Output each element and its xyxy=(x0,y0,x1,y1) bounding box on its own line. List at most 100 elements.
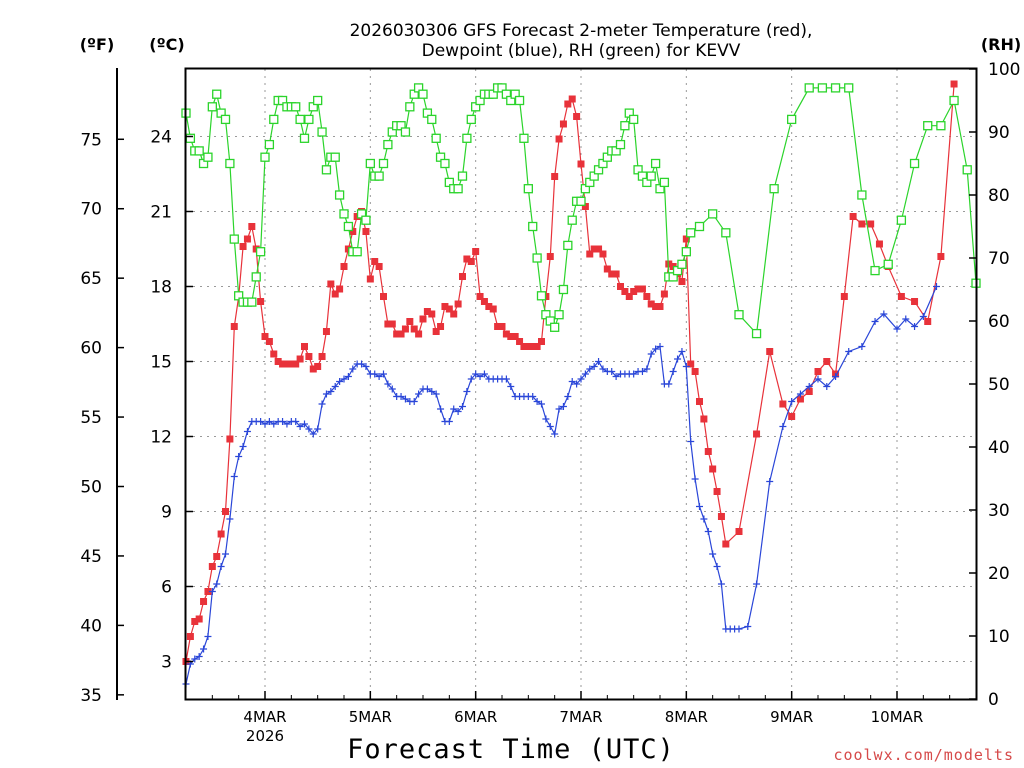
rh-point xyxy=(923,121,933,131)
temperature-point xyxy=(735,528,743,535)
rh-point xyxy=(681,247,691,257)
rh-point xyxy=(694,221,705,232)
temperature-point xyxy=(340,263,348,270)
dewpoint-point xyxy=(502,375,510,383)
x-tick-label: 8MAR xyxy=(665,708,708,726)
rh-point xyxy=(659,177,670,188)
dewpoint-point xyxy=(423,385,431,393)
rh-point xyxy=(400,127,411,137)
temperature-point xyxy=(656,303,664,310)
x-tick-label: 10MAR xyxy=(871,708,924,726)
rh-point xyxy=(203,152,213,162)
rh-tick-label: 40 xyxy=(988,438,1010,458)
temperature-point xyxy=(485,303,493,310)
dewpoint-point xyxy=(309,430,317,438)
temperature-point xyxy=(779,400,787,408)
temperature-point xyxy=(652,303,660,310)
temperature-point xyxy=(388,320,396,328)
rh-point xyxy=(361,215,371,225)
dewpoint-point xyxy=(555,405,563,413)
x-tick-label: 5MAR xyxy=(349,708,392,726)
temperature-point xyxy=(840,293,848,300)
dewpoint-point xyxy=(459,403,466,410)
dewpoint-point xyxy=(292,418,300,425)
dewpoint-point xyxy=(564,393,572,400)
temperature-point xyxy=(625,293,633,300)
x-tick-label: 7MAR xyxy=(559,708,602,726)
rh-tick-label: 30 xyxy=(988,501,1010,521)
dewpoint-point xyxy=(235,453,243,460)
rh-point xyxy=(615,139,626,150)
dewpoint-point xyxy=(349,365,357,373)
x-tick-label: 9MAR xyxy=(770,708,813,726)
rh-point xyxy=(576,196,586,206)
dewpoint-point xyxy=(336,378,344,385)
temperature-point xyxy=(753,430,761,438)
temperature-point xyxy=(305,353,313,360)
dewpoint-point xyxy=(340,375,348,383)
temperature-point xyxy=(296,355,304,363)
temperature-point xyxy=(314,363,322,370)
dewpoint-point xyxy=(410,398,418,405)
temperature-point xyxy=(634,285,642,293)
dewpoint-point xyxy=(261,420,269,428)
dewpoint-point xyxy=(270,420,278,428)
rh-point xyxy=(523,184,533,194)
temperature-point xyxy=(678,278,686,285)
temperature-point xyxy=(336,285,344,293)
temperature-point xyxy=(581,203,589,210)
rh-point xyxy=(909,158,920,169)
dewpoint-point xyxy=(204,633,212,640)
rh-point xyxy=(440,158,450,169)
celsius-tick-label: 21 xyxy=(150,203,172,223)
fahrenheit-tick-label: 65 xyxy=(80,269,102,289)
dewpoint-point xyxy=(608,368,616,375)
rh-point xyxy=(269,114,279,125)
temperature-point xyxy=(660,290,668,298)
dewpoint-point xyxy=(568,378,576,385)
temperature-point xyxy=(410,325,418,333)
fahrenheit-tick-label: 40 xyxy=(80,616,102,636)
dewpoint-point xyxy=(911,323,919,330)
dewpoint-point xyxy=(331,383,339,390)
dewpoint-point xyxy=(581,370,589,378)
rh-point xyxy=(519,133,529,143)
rh-point xyxy=(339,209,349,219)
temperature-point xyxy=(200,598,208,605)
rh-point xyxy=(352,247,362,257)
dewpoint-point xyxy=(590,363,598,370)
temperature-point xyxy=(858,220,866,228)
rh-point xyxy=(260,152,270,162)
temperature-point xyxy=(704,448,712,455)
temperature-point xyxy=(621,288,629,295)
rh-point xyxy=(870,265,880,276)
x-tick-label: 6MAR xyxy=(454,708,497,726)
rh-point xyxy=(251,272,261,282)
rh-point xyxy=(751,328,762,339)
rh-point xyxy=(830,83,841,93)
dewpoint-point xyxy=(735,625,743,633)
rh-point xyxy=(677,259,687,269)
rh-point xyxy=(532,253,542,263)
dewpoint-point xyxy=(933,283,940,290)
temperature-point xyxy=(564,100,572,108)
grid-lines xyxy=(186,69,976,699)
temperature-point xyxy=(516,338,524,345)
temperature-point xyxy=(454,300,462,308)
dewpoint-point xyxy=(279,418,287,425)
temperature-point xyxy=(322,328,330,335)
temperature-point xyxy=(450,310,458,318)
temperature-point xyxy=(248,223,256,230)
temperature-point xyxy=(292,360,300,368)
chart-title-line-1: 2026030306 GFS Forecast 2-meter Temperat… xyxy=(350,21,813,41)
rh-tick-label: 60 xyxy=(988,312,1010,332)
rh-point xyxy=(536,291,547,301)
dewpoint-point xyxy=(314,425,322,433)
dewpoint-point xyxy=(586,365,594,373)
rh-point xyxy=(194,146,204,156)
series-rh xyxy=(181,83,981,339)
temperature-point xyxy=(419,315,427,323)
temperature-point xyxy=(638,285,646,293)
dewpoint-point xyxy=(687,438,695,445)
